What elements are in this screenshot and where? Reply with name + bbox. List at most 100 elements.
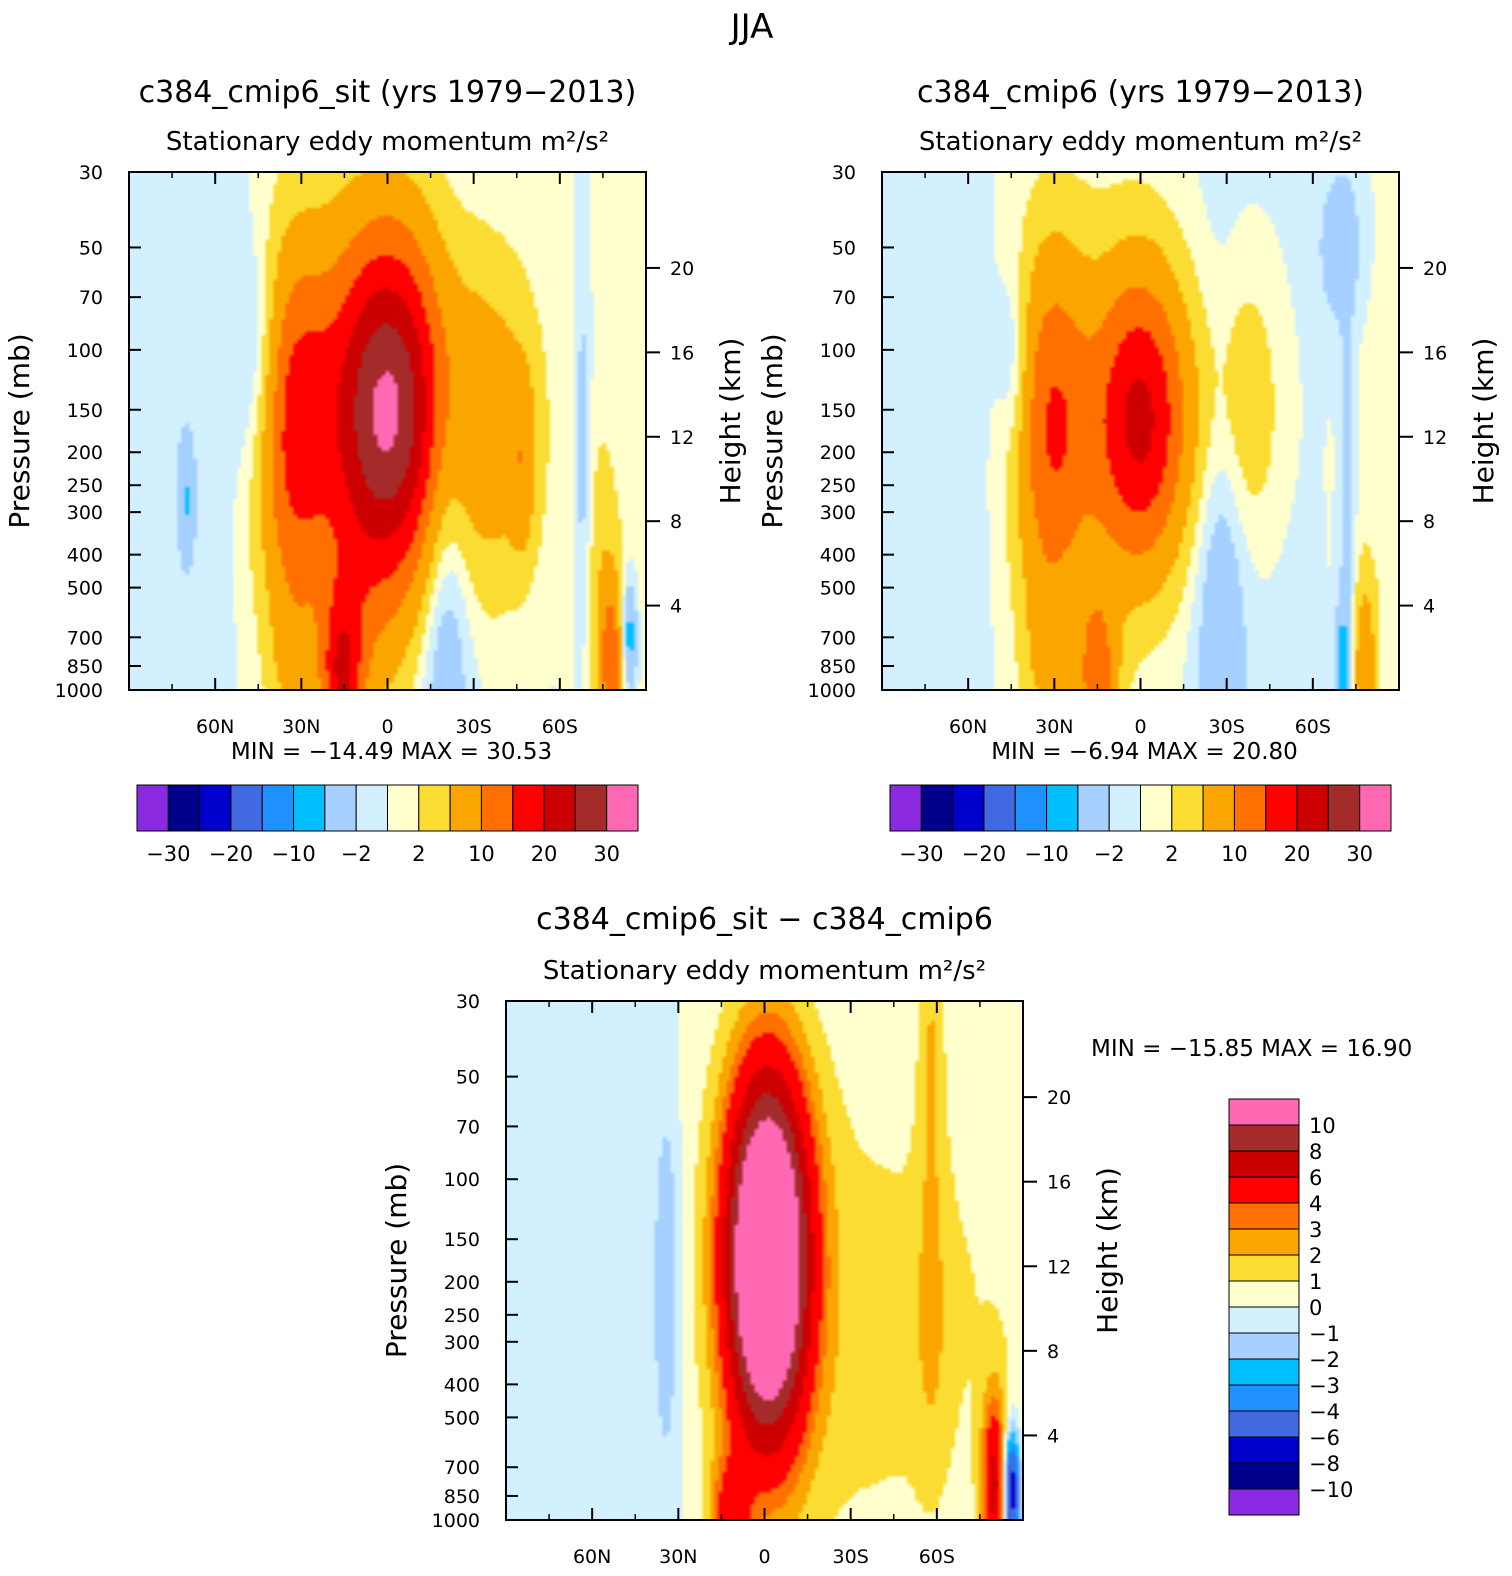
- colorbar-swatch: [136, 784, 169, 832]
- colorbar-swatch: [1233, 784, 1267, 832]
- colorbar-label: −30: [146, 842, 190, 866]
- pressure-tick-label: 30: [79, 162, 103, 184]
- pressure-tick-label: 30: [832, 162, 856, 184]
- pressure-tick-label: 400: [820, 545, 856, 567]
- colorbar-label: 20: [1284, 842, 1311, 866]
- colorbar-label: 30: [593, 842, 620, 866]
- y-axis-label: Pressure (mb): [756, 333, 789, 528]
- x-tick-label: 60N: [196, 716, 234, 738]
- panel-p2: c384_cmip6 (yrs 1979−2013) Stationary edd…: [756, 75, 1500, 866]
- colorbar-swatch: [324, 784, 357, 832]
- colorbar-swatch: [1171, 784, 1204, 832]
- height-tick-label: 12: [1047, 1256, 1071, 1278]
- colorbar-swatch: [480, 784, 514, 832]
- pressure-tick-label: 200: [67, 442, 103, 464]
- colorbar-swatch: [1228, 1228, 1300, 1256]
- colorbar-swatch: [1228, 1202, 1300, 1230]
- height-tick-label: 16: [670, 342, 694, 364]
- height-tick-label: 20: [670, 258, 694, 280]
- pressure-tick-label: 100: [444, 1169, 480, 1191]
- colorbar-swatch: [449, 784, 482, 832]
- x-tick-label: 0: [758, 1546, 770, 1568]
- panel-title: c384_cmip6_sit (yrs 1979−2013): [139, 75, 637, 110]
- pressure-tick-label: 1000: [55, 680, 103, 702]
- colorbar-swatch: [167, 784, 201, 832]
- height-tick-label: 8: [1047, 1341, 1059, 1363]
- colorbar-swatch: [606, 784, 639, 832]
- colorbar-label: 2: [1165, 842, 1178, 866]
- x-tick-label: 30N: [659, 1546, 697, 1568]
- height-tick-label: 4: [1047, 1425, 1059, 1447]
- height-tick-label: 4: [670, 596, 682, 618]
- colorbar-label: −30: [899, 842, 943, 866]
- pressure-tick-label: 700: [820, 627, 856, 649]
- colorbar-swatch: [261, 784, 295, 832]
- pressure-tick-label: 200: [444, 1272, 480, 1294]
- pressure-tick-label: 100: [67, 340, 103, 362]
- y2-axis-label: Height (km): [714, 338, 747, 505]
- colorbar-swatch: [1265, 784, 1298, 832]
- pressure-tick-label: 500: [820, 578, 856, 600]
- colorbar-label: 8: [1309, 1140, 1322, 1164]
- colorbar-swatch: [387, 784, 420, 832]
- pressure-tick-label: 150: [444, 1229, 480, 1251]
- height-tick-label: 12: [670, 427, 694, 449]
- colorbar-label: 0: [1309, 1296, 1322, 1320]
- colorbar-swatch: [1296, 784, 1329, 832]
- colorbar-swatch: [1228, 1254, 1300, 1282]
- colorbar-swatch: [1228, 1436, 1300, 1464]
- colorbar-label: 10: [468, 842, 495, 866]
- colorbar-swatch: [1228, 1150, 1300, 1178]
- pressure-tick-label: 300: [444, 1332, 480, 1354]
- colorbar-swatch: [418, 784, 451, 832]
- colorbar-label: −2: [1094, 842, 1125, 866]
- min-max-label: MIN = −14.49 MAX = 30.53: [231, 739, 552, 765]
- colorbar-swatch: [199, 784, 232, 832]
- y2-axis-label: Height (km): [1467, 338, 1500, 505]
- pressure-tick-label: 150: [67, 400, 103, 422]
- pressure-tick-label: 30: [456, 991, 480, 1013]
- pressure-tick-label: 400: [444, 1374, 480, 1396]
- colorbar-swatch: [512, 784, 545, 832]
- min-max-label: MIN = −6.94 MAX = 20.80: [991, 739, 1298, 765]
- pressure-tick-label: 250: [67, 475, 103, 497]
- colorbar-label: −20: [962, 842, 1006, 866]
- pressure-tick-label: 400: [67, 545, 103, 567]
- pressure-tick-label: 250: [444, 1305, 480, 1327]
- colorbar-swatch: [1228, 1410, 1300, 1438]
- colorbar-label: 2: [412, 842, 425, 866]
- panel-title: c384_cmip6 (yrs 1979−2013): [917, 75, 1364, 110]
- pressure-tick-label: 70: [456, 1116, 480, 1138]
- pressure-tick-label: 1000: [432, 1510, 480, 1532]
- colorbar-swatch: [889, 784, 922, 832]
- colorbar-label: 1: [1309, 1270, 1322, 1294]
- pressure-tick-label: 300: [67, 502, 103, 524]
- height-tick-label: 20: [1047, 1087, 1071, 1109]
- panel-subtitle: Stationary eddy momentum m²/s²: [919, 127, 1362, 157]
- y-axis-label: Pressure (mb): [3, 333, 36, 528]
- colorbar-swatch: [1228, 1384, 1300, 1412]
- colorbar-swatch: [1228, 1488, 1300, 1516]
- colorbar-label: −10: [1024, 842, 1068, 866]
- height-tick-label: 16: [1423, 342, 1447, 364]
- colorbar-swatch: [1014, 784, 1048, 832]
- pressure-tick-label: 100: [820, 340, 856, 362]
- colorbar-label: −2: [341, 842, 372, 866]
- colorbar-swatch: [952, 784, 985, 832]
- pressure-tick-label: 70: [832, 287, 856, 309]
- x-tick-label: 60S: [919, 1546, 955, 1568]
- colorbar-swatch: [920, 784, 954, 832]
- x-tick-label: 30N: [282, 716, 320, 738]
- pressure-tick-label: 150: [820, 400, 856, 422]
- colorbar-label: −4: [1309, 1400, 1340, 1424]
- colorbar-label: 3: [1309, 1218, 1322, 1242]
- pressure-tick-label: 700: [67, 627, 103, 649]
- colorbar-label: −1: [1309, 1322, 1340, 1346]
- colorbar-swatch: [1228, 1176, 1300, 1204]
- colorbar-swatch: [1228, 1306, 1300, 1334]
- x-tick-label: 30S: [1209, 716, 1245, 738]
- colorbar-swatch: [1202, 784, 1235, 832]
- x-tick-label: 60S: [542, 716, 578, 738]
- pressure-tick-label: 250: [820, 475, 856, 497]
- pressure-tick-label: 50: [456, 1067, 480, 1089]
